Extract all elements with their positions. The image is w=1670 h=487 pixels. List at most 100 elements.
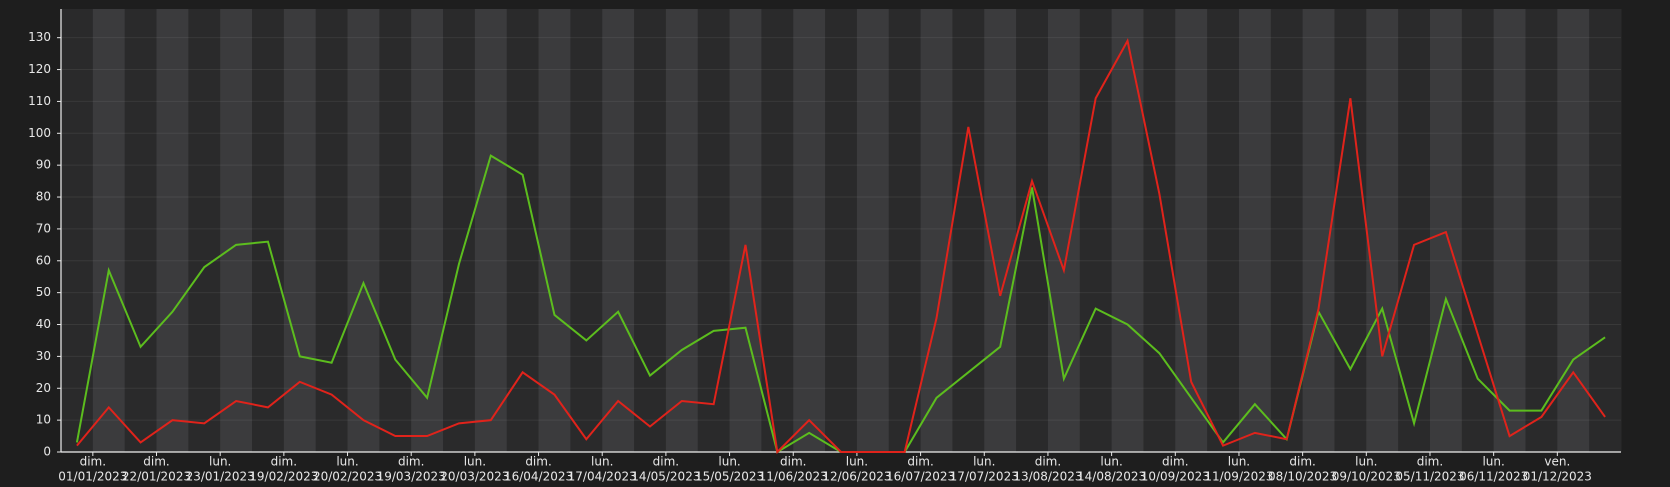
band [1366,9,1399,452]
band [1429,9,1463,452]
band [92,9,126,452]
band [570,9,603,452]
y-tick-label: 90 [36,158,51,172]
x-tick-label: ven. [1544,455,1570,469]
x-tick-label: 11/06/2023 [759,470,828,484]
band [283,9,317,452]
band [538,9,571,452]
x-tick-label: 17/04/2023 [568,470,637,484]
x-tick-label: dim. [653,455,679,469]
band [1175,9,1208,452]
series-line [76,38,1606,455]
x-tick-label: lun. [1355,455,1377,469]
x-tick-label: 19/02/2023 [249,470,318,484]
x-tick-label: 19/03/2023 [377,470,446,484]
bands [61,9,1622,452]
band [1525,9,1558,452]
band [697,9,731,452]
y-tick-label: 10 [36,413,51,427]
band [1334,9,1367,452]
x-tick-label: 12/06/2023 [822,470,891,484]
band [634,9,667,452]
x-tick-label: dim. [1162,455,1188,469]
y-tick-label: 40 [36,317,51,331]
band [1143,9,1176,452]
x-tick-label: lun. [1482,455,1504,469]
x-tick-label: 20/02/2023 [313,470,382,484]
x-tick-label: 06/11/2023 [1459,470,1528,484]
band [920,9,953,452]
band [220,9,253,452]
band [793,9,826,452]
band [252,9,285,452]
x-tick-label: 13/08/2023 [1013,470,1082,484]
y-tick-label: 70 [36,221,51,235]
x-tick-label: lun. [464,455,486,469]
band [825,9,858,452]
band [1111,9,1144,452]
x-tick-label: dim. [1417,455,1443,469]
band [1270,9,1304,452]
x-tick-label: 20/03/2023 [440,470,509,484]
x-tick-label: 09/10/2023 [1332,470,1401,484]
band [61,9,94,452]
x-tick-label: lun. [336,455,358,469]
x-tick-label: 22/01/2023 [122,470,191,484]
y-tick-label: 120 [28,62,51,76]
band [347,9,380,452]
x-tick-label: dim. [780,455,806,469]
band [124,9,158,452]
band [411,9,444,452]
band [1016,9,1049,452]
x-tick-label: 14/05/2023 [631,470,700,484]
band [729,9,762,452]
x-tick-label: dim. [143,455,169,469]
band [952,9,985,452]
x-tick-label: 10/09/2023 [1141,470,1210,484]
y-tick-label: 0 [43,445,51,459]
x-tick-label: lun. [1228,455,1250,469]
band [602,9,635,452]
x-tick-label: dim. [1035,455,1061,469]
y-tick-label: 80 [36,190,51,204]
band [1079,9,1113,452]
band [984,9,1017,452]
band [1557,9,1590,452]
band [1238,9,1272,452]
band [1461,9,1495,452]
band [379,9,412,452]
band [1047,9,1081,452]
band [856,9,890,452]
y-tick-label: 130 [28,30,51,44]
plot: 0102030405060708090100110120130dim.01/01… [28,9,1621,484]
x-tick-label: 11/09/2023 [1204,470,1273,484]
band [188,9,221,452]
x-tick-label: 16/04/2023 [504,470,573,484]
band [1589,9,1622,452]
x-tick-label: 05/11/2023 [1395,470,1464,484]
band [506,9,540,452]
x-tick-label: 23/01/2023 [186,470,255,484]
x-tick-label: dim. [80,455,106,469]
band [474,9,508,452]
x-tick-label: dim. [1289,455,1315,469]
x-tick-label: lun. [846,455,868,469]
band [888,9,922,452]
x-tick-label: lun. [973,455,995,469]
x-tick-label: dim. [398,455,424,469]
y-tick-label: 100 [28,126,51,140]
y-tick-label: 30 [36,349,51,363]
x-tick-label: 08/10/2023 [1268,470,1337,484]
band [156,9,189,452]
x-tick-label: dim. [907,455,933,469]
x-tick-label: 01/01/2023 [58,470,127,484]
x-tick-label: lun. [1100,455,1122,469]
y-tick-label: 50 [36,285,51,299]
band [1493,9,1526,452]
x-tick-label: dim. [525,455,551,469]
x-tick-label: dim. [271,455,297,469]
band [665,9,699,452]
x-tick-label: lun. [718,455,740,469]
